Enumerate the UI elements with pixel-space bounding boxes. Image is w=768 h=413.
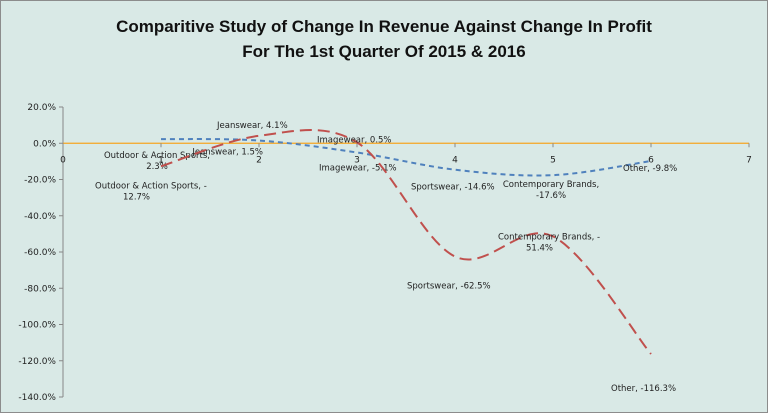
data-label: Sportswear, -14.6% <box>411 183 495 193</box>
y-tick-label: 0.0% <box>33 139 56 149</box>
y-tick-label: -80.0% <box>24 284 56 294</box>
series-line-2 <box>160 129 652 355</box>
y-tick-label: -40.0% <box>24 212 56 222</box>
data-label: Outdoor & Action Sports, -12.7% <box>95 181 207 202</box>
x-tick-label: 4 <box>452 155 458 165</box>
y-tick-label: -100.0% <box>18 321 56 331</box>
chart-title-line-1: Comparitive Study of Change In Revenue A… <box>116 17 652 36</box>
data-label: Other, -9.8% <box>623 164 677 174</box>
plot-area: 20.0% 0.0% -20.0% -40.0% -60.0% -80.0% -100.0%… <box>18 103 751 403</box>
data-label: Outdoor & Action Sports, 2.3% <box>104 151 210 172</box>
x-tick-label: 7 <box>746 155 752 165</box>
y-tick-label: -60.0% <box>24 248 56 258</box>
x-tick-label: 0 <box>60 155 66 165</box>
y-tick-label: 20.0% <box>27 103 56 113</box>
y-tick-label: -20.0% <box>24 176 56 186</box>
data-label: Imagewear, -5.1% <box>319 163 397 173</box>
x-tick-label: 1 <box>158 155 164 165</box>
y-tick-label: -140.0% <box>18 393 56 403</box>
data-label: Contemporary Brands, -51.4% <box>498 232 600 253</box>
data-label: Sportswear, -62.5% <box>407 282 491 292</box>
data-label: Contemporary Brands, -17.6% <box>503 180 599 201</box>
data-label: Imagewear, 0.5% <box>317 135 392 145</box>
x-tick-label: 6 <box>648 155 654 165</box>
data-label: Other, -116.3% <box>611 384 676 394</box>
data-label: Jeanswear, 4.1% <box>216 121 288 131</box>
y-tick-label: -120.0% <box>18 357 56 367</box>
x-tick-label: 3 <box>354 155 360 165</box>
data-label: Jeanswear, 1.5% <box>191 148 263 158</box>
x-tick-label: 5 <box>550 155 556 165</box>
chart-title-line-2: For The 1st Quarter Of 2015 & 2016 <box>242 42 525 61</box>
x-tick-label: 2 <box>256 155 262 165</box>
series-line-1 <box>160 138 652 177</box>
